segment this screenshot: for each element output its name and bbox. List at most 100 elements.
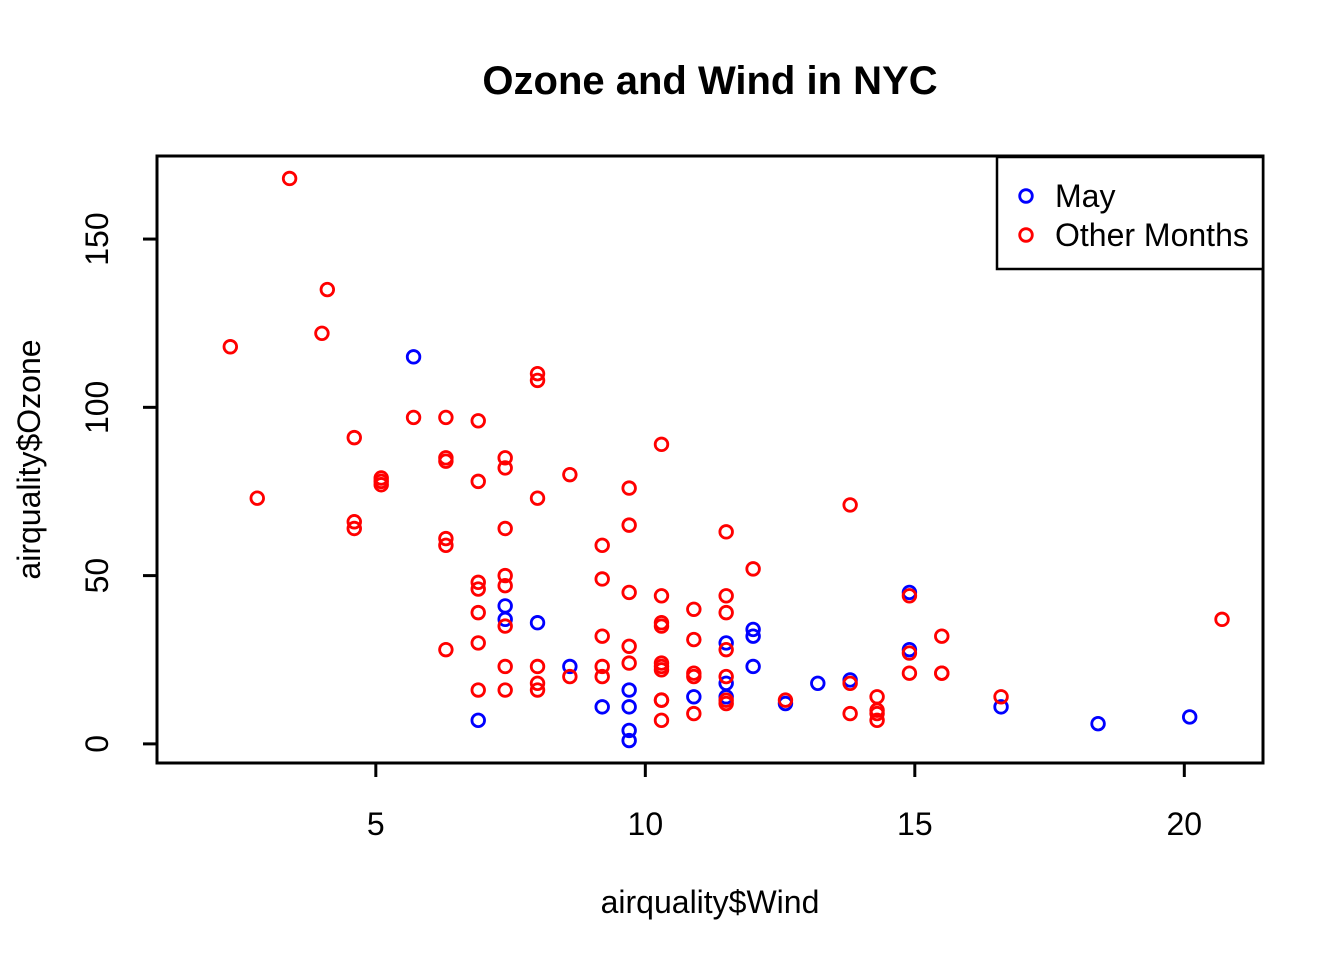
legend-swatch-icon	[1018, 188, 1034, 204]
data-point	[686, 601, 702, 617]
data-point	[470, 413, 486, 429]
plot-border	[155, 154, 1265, 765]
data-point	[346, 520, 362, 537]
data-point	[869, 712, 885, 729]
legend-box	[995, 155, 1265, 271]
data-point	[745, 628, 761, 644]
data-point	[810, 675, 826, 692]
legend-label: May	[1055, 178, 1115, 214]
data-point	[346, 429, 362, 446]
data-point	[497, 460, 513, 476]
data-point	[653, 712, 670, 729]
data-point	[621, 655, 637, 671]
data-point	[529, 658, 546, 675]
data-point	[497, 450, 513, 466]
data-point	[718, 668, 734, 685]
data-point	[686, 631, 702, 648]
y-tick-label: 50	[79, 558, 115, 594]
x-tick-label: 10	[628, 806, 664, 842]
data-point	[1214, 611, 1230, 628]
data-point	[745, 621, 761, 638]
data-point	[438, 530, 454, 547]
data-point	[686, 689, 702, 705]
x-axis-label: airquality$Wind	[601, 884, 820, 920]
x-tick-label: 15	[897, 806, 933, 842]
data-point	[842, 497, 858, 513]
data-point	[281, 170, 298, 187]
data-points-layer	[222, 170, 1230, 749]
data-point	[497, 618, 513, 634]
data-point	[901, 588, 918, 604]
data-point	[222, 339, 239, 355]
data-point	[346, 514, 362, 530]
data-point	[842, 705, 858, 722]
data-point	[653, 655, 670, 671]
data-point	[993, 689, 1009, 705]
data-point	[653, 436, 670, 453]
chart-title: Ozone and Wind in NYC	[482, 59, 937, 103]
data-point	[718, 524, 734, 540]
data-point	[529, 490, 546, 506]
data-point	[470, 712, 486, 729]
data-point	[373, 473, 389, 490]
data-point	[470, 473, 486, 490]
data-point	[653, 588, 670, 604]
data-point	[470, 581, 486, 597]
data-point	[934, 628, 950, 644]
data-point	[901, 645, 918, 661]
data-point	[470, 574, 486, 591]
data-point	[529, 372, 546, 389]
data-point	[777, 692, 794, 708]
data-point	[745, 658, 761, 675]
data-point	[497, 578, 513, 594]
data-point	[934, 665, 950, 681]
data-point	[686, 705, 702, 722]
data-point	[470, 635, 486, 651]
data-point	[470, 682, 486, 698]
data-point	[497, 598, 513, 614]
data-point	[497, 658, 513, 675]
data-point	[621, 722, 637, 739]
data-point	[653, 692, 670, 708]
y-tick-label: 100	[79, 381, 115, 434]
data-point	[718, 604, 734, 621]
data-point	[1090, 715, 1106, 732]
data-point	[438, 450, 454, 466]
x-tick-label: 20	[1167, 806, 1203, 842]
data-point	[718, 641, 734, 658]
data-point	[869, 689, 885, 705]
data-point	[529, 682, 546, 698]
data-point	[594, 699, 610, 715]
data-point	[1181, 709, 1198, 725]
data-point	[594, 571, 610, 587]
data-point	[438, 409, 454, 426]
data-point	[405, 349, 422, 365]
data-point	[718, 588, 734, 604]
data-point	[405, 409, 422, 426]
data-point	[314, 325, 330, 341]
data-point	[470, 604, 486, 621]
data-point	[594, 658, 610, 675]
data-point	[653, 615, 670, 631]
x-axis: 5 10 15 20	[367, 763, 1202, 842]
data-point	[497, 682, 513, 698]
data-point	[993, 699, 1009, 715]
data-point	[529, 675, 546, 692]
y-tick-label: 0	[79, 735, 115, 753]
y-axis: 0 50 100 150	[79, 212, 157, 753]
data-point	[869, 705, 885, 722]
data-point	[621, 584, 637, 601]
y-tick-label: 150	[79, 212, 115, 265]
data-point	[438, 537, 454, 554]
y-axis-label: airquality$Ozone	[11, 339, 47, 579]
x-tick-label: 5	[367, 806, 385, 842]
data-point	[562, 466, 578, 483]
legend-swatch-icon	[1018, 227, 1034, 243]
data-point	[562, 668, 578, 685]
data-point	[594, 628, 610, 644]
data-point	[901, 665, 918, 681]
data-point	[621, 638, 637, 654]
